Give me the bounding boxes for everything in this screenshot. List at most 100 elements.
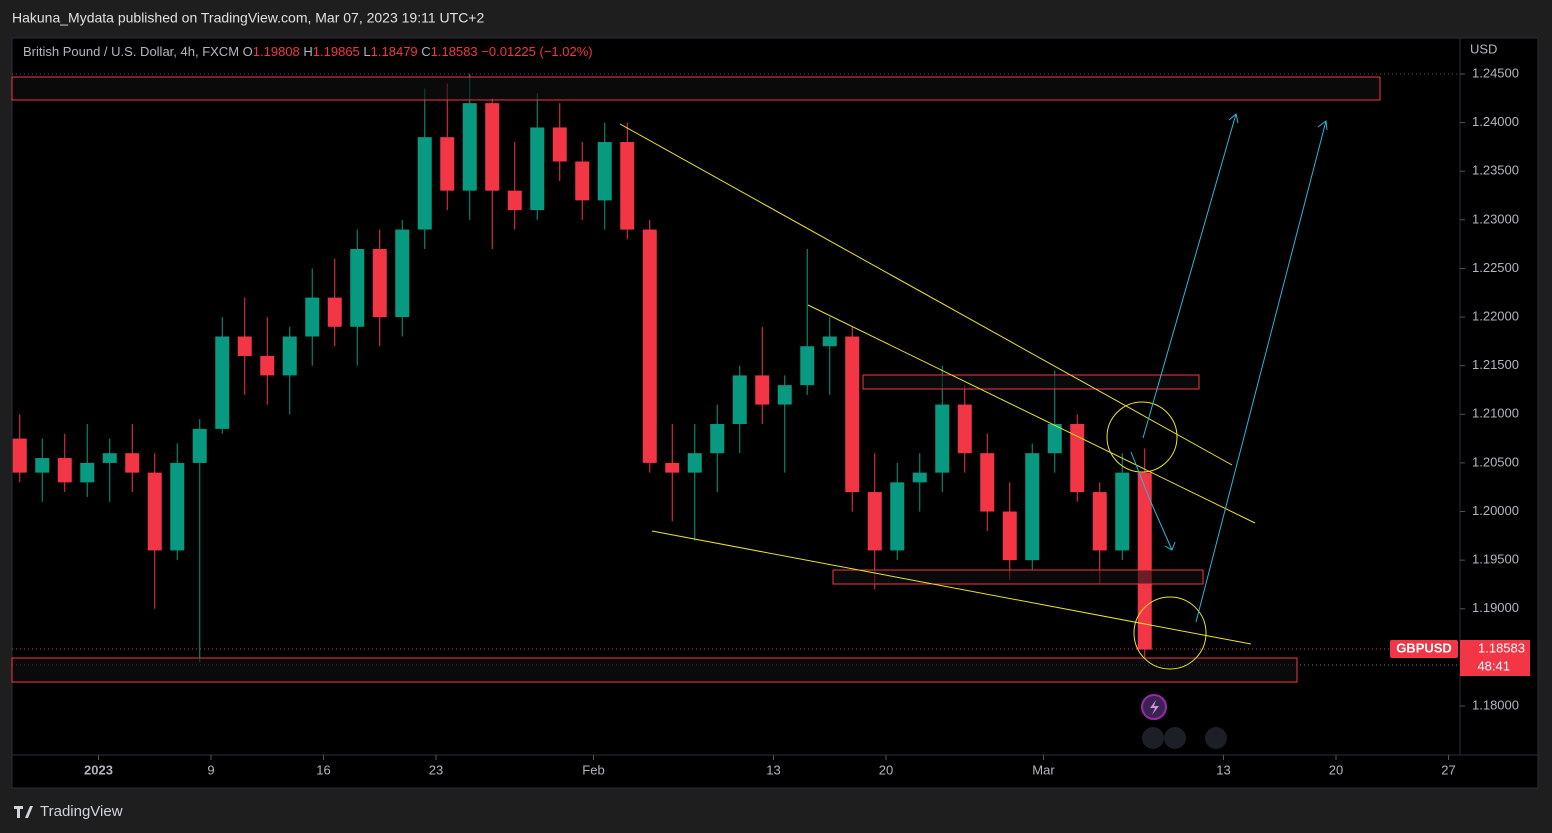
arrow [1195,120,1328,623]
candle-body [800,346,815,386]
label: L [363,44,370,59]
x-tick-label: 9 [207,762,214,777]
x-tick-label: 23 [429,762,443,777]
candle-body [710,424,725,454]
trend-line [651,530,1252,645]
y-tick-label: 1.24000 [1472,114,1519,129]
label: H [303,44,312,59]
publish-header: Hakuna_Mydata published on TradingView.c… [12,10,484,26]
zone-rect [11,657,1298,683]
x-tick-label: 13 [1216,762,1230,777]
candle-body [822,336,837,347]
candle-body [282,336,297,376]
y-tick-label: 1.19000 [1472,600,1519,615]
candle-body [192,428,207,463]
value: 1.18479 [371,44,418,59]
candle-body [327,297,342,327]
candle-body [890,482,905,551]
ticker: GBPUSD [1396,640,1452,655]
candle-body [12,438,27,473]
candle-body [1025,453,1040,561]
arrow [1142,113,1239,439]
candle-body [507,190,522,211]
arrow [1130,451,1176,551]
y-tick-label: 1.21000 [1472,406,1519,421]
candle-body [1092,492,1107,551]
candle-body [597,142,612,201]
candle-body [462,103,477,191]
label: O [243,44,253,59]
candle-body [912,472,927,483]
y-tick-label: 1.22500 [1472,260,1519,275]
symbol: British Pound / U.S. Dollar, 4h, FXCM [23,44,239,59]
candle-body [1047,424,1062,454]
candle-body [980,453,995,512]
y-tick-label: 1.23500 [1472,163,1519,178]
candle-body [170,462,185,551]
candle-body [1070,424,1085,493]
candle-body [57,458,72,483]
y-tick-label: 1.22000 [1472,308,1519,323]
zone-rect [862,374,1200,390]
zone-rect [832,569,1204,585]
x-tick-label: 16 [316,762,330,777]
y-tick-label: 1.20500 [1472,454,1519,469]
y-tick-label: 1.23000 [1472,211,1519,226]
x-tick-label: 27 [1441,762,1455,777]
candle-body [530,127,545,211]
candle-body [687,453,702,473]
candle-body [732,375,747,425]
candles [12,73,1152,663]
label: C [421,44,430,59]
zone-rect [11,76,1381,101]
event-dot[interactable] [1205,727,1227,749]
candle-body [957,404,972,454]
x-tick-label: Feb [582,762,604,777]
axis-currency: USD [1470,41,1497,56]
candle-body [80,462,95,483]
candle-body [372,248,387,318]
legend-symbol: British Pound / U.S. Dollar, 4h, FXCM O 1… [23,44,593,59]
value: 1.18583 [431,44,478,59]
x-tick-label: 20 [879,762,893,777]
drawings [11,73,1460,683]
x-tick-label: Mar [1032,762,1055,777]
candle-body [867,492,882,551]
event-dot[interactable] [1164,727,1186,749]
candle-body [350,248,365,327]
candle-body [440,137,455,191]
brand: TradingView [40,803,123,820]
logo [14,806,33,818]
candle-body [147,472,162,551]
highlight-circle [1133,596,1207,670]
candle-body [845,336,860,493]
event-dot[interactable] [1142,727,1164,749]
candle-body [260,355,275,376]
candle-body [102,453,117,463]
candle-body [620,142,635,230]
candle-body [1002,511,1017,561]
candle-body [417,137,432,230]
value: 1.19865 [313,44,360,59]
candle-body [1115,472,1130,551]
y-tick-label: 1.21500 [1472,357,1519,372]
candle-body [642,229,657,463]
highlight-circle [1106,401,1178,473]
candle-body [935,404,950,473]
y-tick-label: 1.19500 [1472,552,1519,567]
candle-body [237,336,252,356]
countdown: 48:41 [1477,658,1510,673]
trend-line [807,304,1256,524]
price: 1.18583 [1478,640,1525,655]
ticker-tag [1390,640,1458,658]
candle-body [777,385,792,405]
candle-body [1137,472,1152,650]
trend-line [619,123,1233,466]
y-tick-label: 1.24500 [1472,65,1519,80]
lightning [1150,700,1159,715]
candle-body [485,103,500,191]
candle-body [575,161,590,201]
candle-body [35,458,50,473]
candle-body [305,297,320,337]
